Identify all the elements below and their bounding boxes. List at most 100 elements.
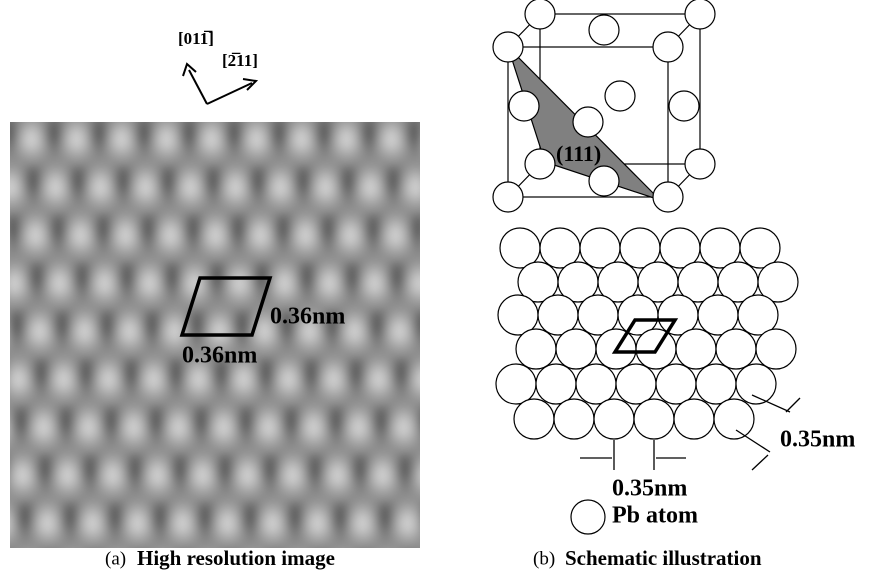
- dark-spot: [146, 505, 176, 533]
- dark-spot: [56, 505, 86, 533]
- bright-spot: [389, 316, 411, 346]
- bright-spot: [487, 508, 509, 538]
- bright-spot: [323, 364, 345, 394]
- bright-spot: [4, 268, 26, 298]
- bright-spot: [53, 364, 75, 394]
- dark-spot: [7, 409, 37, 437]
- bright-spot: [336, 124, 358, 154]
- bright-spot: [454, 268, 476, 298]
- dark-spot: [0, 217, 29, 245]
- bright-spot: [368, 364, 390, 394]
- bright-spot: [229, 268, 251, 298]
- bright-spot: [462, 460, 484, 490]
- dark-spot: [314, 217, 344, 245]
- bright-spot: [344, 316, 366, 346]
- bright-spot: [340, 220, 362, 250]
- bright-spot: [119, 316, 141, 346]
- direction-label: [2̅11]: [222, 51, 258, 70]
- dark-spot: [0, 265, 8, 293]
- dark-spot: [256, 457, 286, 485]
- dark-spot: [52, 409, 82, 437]
- dark-spot: [142, 409, 172, 437]
- dark-spot: [19, 169, 49, 197]
- dark-spot: [187, 409, 217, 437]
- dark-spot: [481, 457, 511, 485]
- bright-spot: [70, 220, 92, 250]
- atom: [496, 364, 536, 404]
- dark-spot: [387, 361, 417, 389]
- dark-spot: [179, 217, 209, 245]
- dark-spot: [391, 457, 421, 485]
- bright-spot: [315, 172, 337, 202]
- bright-spot: [319, 268, 341, 298]
- bright-spot: [442, 508, 464, 538]
- atom: [653, 182, 683, 212]
- dark-spot: [424, 169, 454, 197]
- bright-spot: [413, 364, 435, 394]
- bright-spot: [205, 220, 227, 250]
- bright-spot: [426, 124, 448, 154]
- dark-spot: [485, 553, 515, 572]
- legend-atom: [571, 500, 605, 534]
- bright-spot: [82, 508, 104, 538]
- bright-spot: [94, 268, 116, 298]
- bright-spot: [450, 172, 472, 202]
- bright-spot: [209, 316, 231, 346]
- dark-spot: [44, 217, 74, 245]
- dark-spot: [379, 169, 409, 197]
- bright-spot: [78, 412, 100, 442]
- dark-spot: [0, 553, 20, 572]
- bright-spot: [466, 556, 488, 572]
- atom: [676, 329, 716, 369]
- atom: [605, 81, 635, 111]
- bright-spot: [29, 316, 51, 346]
- dark-spot: [121, 457, 151, 485]
- bright-spot: [0, 316, 6, 346]
- bright-spot: [33, 412, 55, 442]
- cube-atoms: [493, 0, 715, 212]
- bright-spot: [385, 220, 407, 250]
- dark-spot: [383, 265, 413, 293]
- dark-spot: [89, 217, 119, 245]
- dark-spot: [40, 121, 70, 149]
- atom: [685, 149, 715, 179]
- bright-spot: [278, 364, 300, 394]
- bright-spot: [156, 124, 178, 154]
- dark-spot: [35, 553, 65, 572]
- bright-spot: [397, 508, 419, 538]
- figure: [011̅] [2̅11] 0.36nm 0.36nm (a) High res…: [0, 0, 880, 572]
- atom: [536, 364, 576, 404]
- bright-spot: [348, 412, 370, 442]
- dark-spot: [232, 409, 262, 437]
- bright-spot: [66, 124, 88, 154]
- dark-spot: [404, 217, 434, 245]
- dark-spot: [23, 265, 53, 293]
- atom: [616, 364, 656, 404]
- dark-spot: [113, 265, 143, 293]
- dark-spot: [400, 121, 430, 149]
- dark-spot: [449, 217, 479, 245]
- dark-spot: [363, 313, 393, 341]
- atom: [556, 329, 596, 369]
- atom: [493, 32, 523, 62]
- bright-spot: [421, 556, 443, 572]
- bright-spot: [61, 556, 83, 572]
- bright-spot: [57, 460, 79, 490]
- bright-spot: [201, 124, 223, 154]
- bright-spot: [393, 412, 415, 442]
- bright-spot: [295, 220, 317, 250]
- spacing-label: 0.36nm: [182, 343, 257, 369]
- dark-spot: [64, 169, 94, 197]
- dark-spot: [408, 313, 438, 341]
- bright-spot: [270, 172, 292, 202]
- dark-spot: [281, 505, 311, 533]
- dark-spot: [220, 121, 250, 149]
- atom: [669, 91, 699, 121]
- dark-spot: [322, 409, 352, 437]
- dark-spot: [31, 457, 61, 485]
- dark-spot: [85, 121, 115, 149]
- bright-spot: [430, 220, 452, 250]
- bright-spot: [417, 460, 439, 490]
- dark-spot: [473, 265, 503, 293]
- bright-spot: [360, 172, 382, 202]
